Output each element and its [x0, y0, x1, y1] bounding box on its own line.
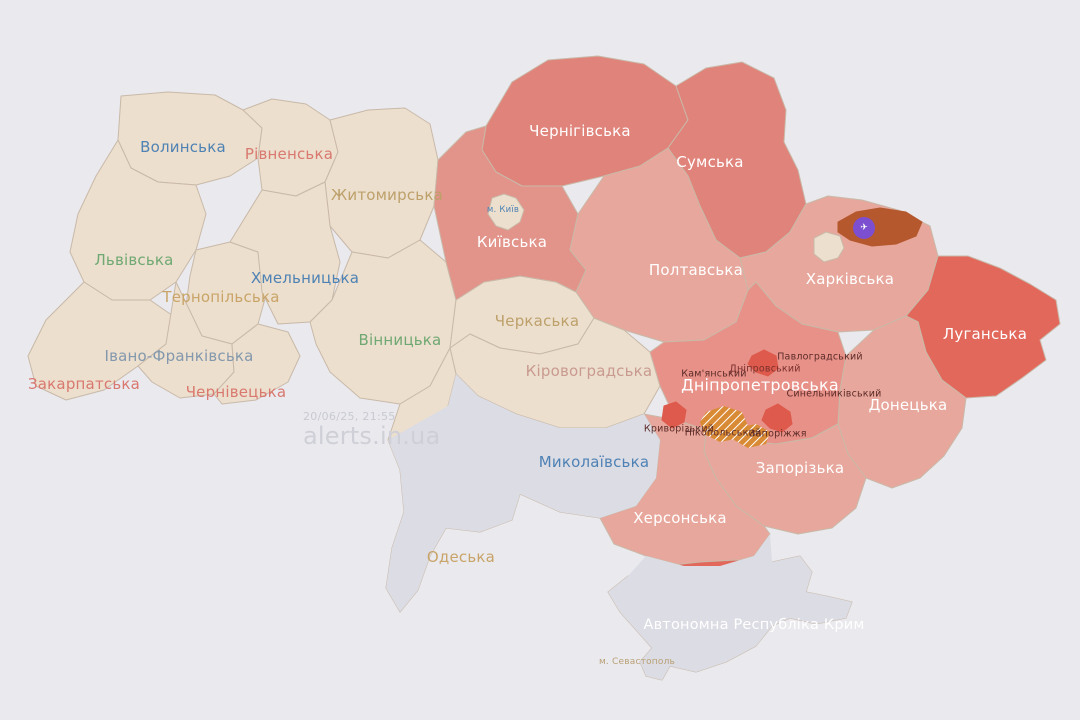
city-shape-kyiv[interactable] — [487, 193, 525, 231]
district-shape-hatch-secondary[interactable] — [734, 424, 770, 448]
district-shape-zaporizhzhia-city[interactable] — [761, 403, 793, 433]
region-shape-zhytomyr[interactable] — [324, 107, 439, 259]
region-shape-lviv[interactable] — [69, 139, 207, 301]
region-shape-chernivtsi[interactable] — [213, 323, 301, 405]
district-shape-kryvorizkyi[interactable] — [661, 401, 687, 429]
threat-marker[interactable]: ✈ — [853, 217, 875, 239]
region-shape-zakarpattia[interactable] — [27, 281, 177, 401]
region-shape-ivano[interactable] — [137, 281, 235, 399]
region-shape-volyn[interactable] — [117, 91, 263, 186]
water-black-sea — [386, 374, 852, 680]
district-shape-dniprovskyi[interactable] — [747, 349, 779, 377]
region-shape-poltava[interactable] — [569, 147, 749, 343]
drone-icon: ✈ — [860, 222, 868, 233]
enclave-shape-kharkiv[interactable] — [813, 231, 845, 263]
